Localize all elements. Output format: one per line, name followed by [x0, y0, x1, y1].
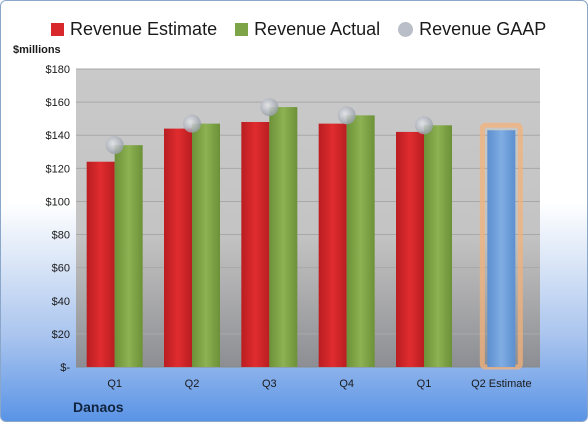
company-name: Danaos [73, 399, 124, 415]
chart-legend: Revenue Estimate Revenue Actual Revenue … [51, 17, 564, 41]
bar-q2-estimate [487, 130, 516, 367]
y-tick-label: $- [60, 362, 70, 374]
marker-revenue-gaap [183, 114, 201, 133]
y-tick-label: $100 [46, 196, 70, 208]
x-tick-label: Q4 [339, 378, 354, 390]
y-tick-label: $60 [52, 263, 70, 275]
marker-revenue-gaap [415, 116, 433, 135]
bar-revenue-estimate [318, 123, 347, 367]
y-tick-label: $80 [52, 230, 70, 242]
y-tick-label: $20 [52, 329, 70, 341]
y-tick-label: $40 [52, 296, 70, 308]
y-axis-unit-label: $millions [13, 44, 61, 56]
bar-revenue-actual [192, 123, 220, 367]
y-tick-label: $180 [46, 64, 70, 76]
legend-label-gaap: Revenue GAAP [419, 18, 547, 39]
marker-revenue-gaap [337, 106, 356, 125]
bar-revenue-actual [346, 115, 375, 367]
marker-revenue-gaap [260, 98, 279, 117]
y-tick-label: $140 [46, 130, 70, 142]
legend-swatch-estimate [51, 22, 64, 36]
marker-revenue-gaap [105, 136, 124, 155]
bar-revenue-estimate [396, 131, 424, 367]
bar-revenue-estimate [164, 128, 192, 367]
legend-item-revenue-estimate: Revenue Estimate [51, 19, 217, 40]
legend-item-revenue-actual: Revenue Actual [235, 19, 380, 40]
bar-revenue-actual [114, 145, 143, 367]
bar-revenue-estimate [86, 161, 115, 367]
legend-swatch-actual [235, 22, 249, 36]
bar-revenue-actual [269, 107, 298, 368]
legend-label-estimate: Revenue Estimate [70, 18, 218, 39]
plot-area [76, 69, 540, 367]
bar-revenue-estimate [241, 121, 270, 367]
legend-swatch-gaap [398, 21, 414, 37]
bar-revenue-actual [424, 125, 452, 368]
legend-item-revenue-gaap: Revenue GAAP [398, 19, 546, 40]
x-tick-label: Q3 [262, 378, 277, 390]
y-tick-label: $120 [46, 163, 70, 175]
x-tick-label: Q2 Estimate [471, 378, 532, 390]
x-tick-label: Q1 [417, 378, 432, 390]
y-tick-label: $160 [46, 97, 70, 109]
x-tick-label: Q1 [107, 378, 122, 390]
x-tick-label: Q2 [185, 378, 200, 390]
legend-label-actual: Revenue Actual [254, 18, 381, 39]
